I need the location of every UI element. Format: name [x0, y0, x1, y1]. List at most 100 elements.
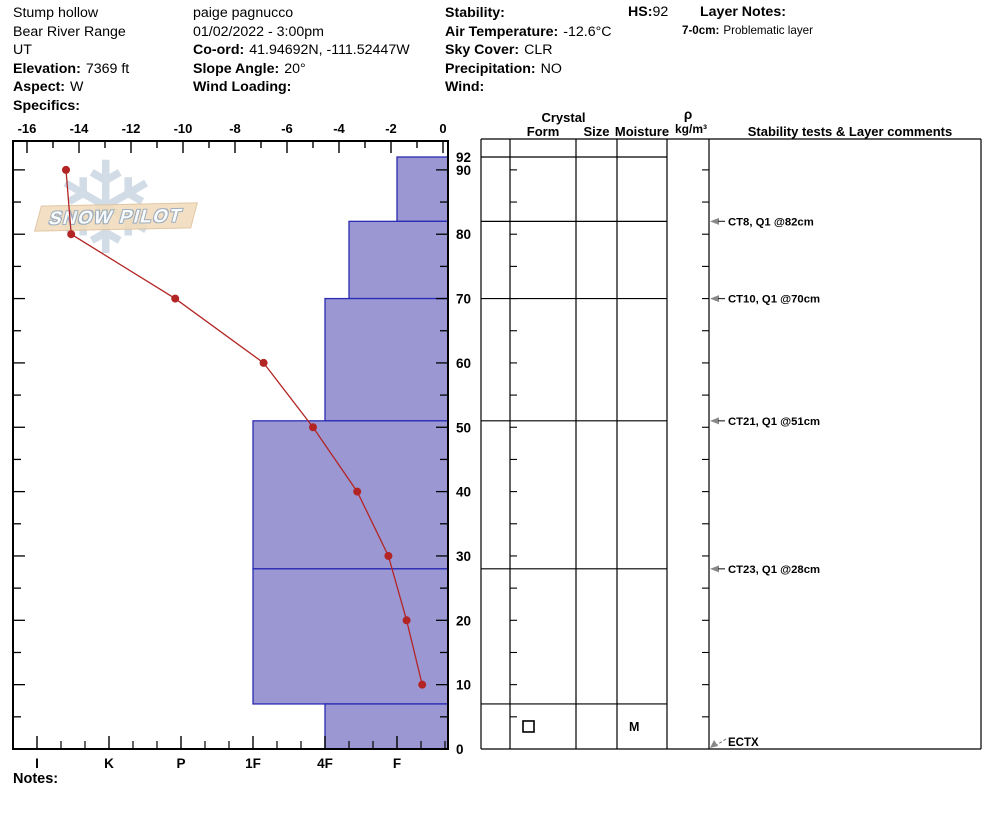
- temperature-point: [384, 551, 393, 560]
- hs-value: 92: [652, 4, 669, 20]
- temperature-point: [62, 165, 70, 174]
- header-line: Stability:: [445, 4, 612, 23]
- temp-tick-label: -4: [333, 121, 345, 136]
- snow-layer-bar: [348, 220, 449, 300]
- field-label: Sky Cover:: [445, 42, 520, 59]
- stability-test-label: CT10, Q1 @70cm: [728, 294, 820, 306]
- depth-tick-label: 20: [456, 613, 471, 628]
- field-value: paige pagnucco: [193, 5, 294, 21]
- crystal-header: Crystal: [541, 110, 585, 125]
- header-line: UT: [13, 41, 129, 60]
- temp-tick-label: -14: [70, 121, 90, 136]
- test-arrow-icon: [710, 565, 719, 573]
- grain-rows: M: [522, 720, 639, 734]
- hardness-tick-label: P: [176, 756, 185, 771]
- stability-test-label: CT23, Q1 @28cm: [728, 564, 820, 576]
- plot-border: [12, 140, 449, 750]
- field-label: Aspect:: [13, 79, 66, 96]
- depth-tick-label: 92: [456, 150, 471, 165]
- depth-tick-label: 10: [456, 678, 471, 693]
- depth-tick-label: 90: [456, 163, 471, 178]
- header-line: Aspect: W: [13, 78, 129, 97]
- field-value: CLR: [524, 42, 553, 59]
- depth-tick-label: 60: [456, 356, 471, 371]
- test-arrow-icon: [710, 417, 719, 425]
- snow-layer-bar: [324, 703, 449, 750]
- crystal-form-symbol: [522, 720, 535, 733]
- header-line: Elevation: 7369 ft: [13, 60, 129, 79]
- header-observer-column: paige pagnucco 01/02/2022 - 3:00pm Co-or…: [193, 4, 410, 97]
- stability-header: Stability tests & Layer comments: [748, 124, 952, 139]
- stability-test-label: ECTX: [728, 737, 759, 749]
- header-line: Specifics:: [13, 97, 129, 116]
- layer-note: 7-0cm: Problematic layer: [682, 24, 813, 37]
- field-label: Stability:: [445, 5, 505, 21]
- temperature-point: [171, 294, 180, 303]
- temperature-axis: -16 -14 -12 -10 -8 -6 -4 -2 0: [18, 121, 447, 153]
- header-line: Slope Angle: 20°: [193, 60, 410, 79]
- density-header: ρ: [684, 107, 692, 122]
- snow-height: HS:92: [628, 4, 668, 20]
- temperature-point: [418, 680, 427, 689]
- hardness-tick-label: I: [35, 756, 39, 771]
- stability-tests: CT8, Q1 @82cm CT10, Q1 @70cm CT21, Q1 @51c…: [710, 216, 820, 749]
- moisture-header: Moisture: [615, 124, 669, 139]
- field-value: 01/02/2022 - 3:00pm: [193, 23, 324, 40]
- layer-note-range: 7-0cm:: [682, 24, 720, 37]
- header-conditions-column: Stability: Air Temperature: -12.6°C Sky C…: [445, 4, 612, 97]
- temperature-point: [353, 487, 362, 496]
- hardness-tick-label: 4F: [317, 756, 333, 771]
- grain-table-grid: [480, 138, 982, 750]
- header-location-column: Stump hollow Bear River Range UT Elevati…: [13, 4, 129, 116]
- depth-tick-label: 0: [456, 742, 464, 757]
- snow-layer-bar: [252, 568, 449, 705]
- temperature-point: [309, 423, 317, 432]
- field-value: UT: [13, 42, 32, 59]
- field-label: Wind Loading:: [193, 79, 292, 96]
- temp-tick-label: -2: [385, 121, 397, 136]
- temperature-point: [259, 358, 268, 367]
- stability-test-label: CT8, Q1 @82cm: [728, 216, 814, 228]
- test-arrow-icon: [710, 217, 719, 225]
- snow-layer-bar: [396, 156, 449, 222]
- hardness-tick-label: 1F: [245, 756, 261, 771]
- field-value: 20°: [284, 60, 306, 77]
- header-line: Precipitation: NO: [445, 60, 612, 79]
- field-value: Stump hollow: [13, 5, 99, 21]
- form-header: Form: [527, 124, 560, 139]
- temp-tick-label: -10: [174, 121, 193, 136]
- size-header: Size: [583, 124, 609, 139]
- layer-notes-title: Layer Notes:: [700, 4, 786, 20]
- test-arrow-icon: [710, 740, 718, 748]
- field-value: Bear River Range: [13, 23, 126, 40]
- hardness-bars: [252, 156, 449, 750]
- test-arrow-icon: [710, 295, 719, 303]
- header-line: Co-ord: 41.94692N, -111.52447W: [193, 41, 410, 60]
- depth-tick-label: 50: [456, 420, 471, 435]
- notes-label: Notes:: [13, 771, 59, 787]
- temperature-point: [67, 230, 76, 239]
- field-label: Precipitation:: [445, 60, 536, 77]
- stability-test-label: CT21, Q1 @51cm: [728, 416, 820, 428]
- header-line: Wind Loading:: [193, 78, 410, 97]
- field-value: NO: [540, 60, 562, 77]
- hardness-tick-label: K: [104, 756, 114, 771]
- hardness-tick-label: F: [393, 756, 401, 771]
- temperature-point: [402, 616, 411, 625]
- field-label: Elevation:: [13, 60, 81, 77]
- field-label: Wind:: [445, 79, 485, 96]
- field-label: Air Temperature:: [445, 23, 559, 40]
- snow-layer-bar: [252, 420, 449, 570]
- temp-tick-label: 0: [439, 121, 446, 136]
- field-value: 41.94692N, -111.52447W: [249, 42, 410, 59]
- header-line: Wind:: [445, 78, 612, 97]
- field-value: -12.6°C: [563, 23, 612, 40]
- header-line: Bear River Range: [13, 23, 129, 42]
- temp-tick-label: -16: [18, 121, 37, 136]
- layer-note-text: Problematic layer: [723, 24, 813, 37]
- field-value: 7369 ft: [85, 60, 130, 77]
